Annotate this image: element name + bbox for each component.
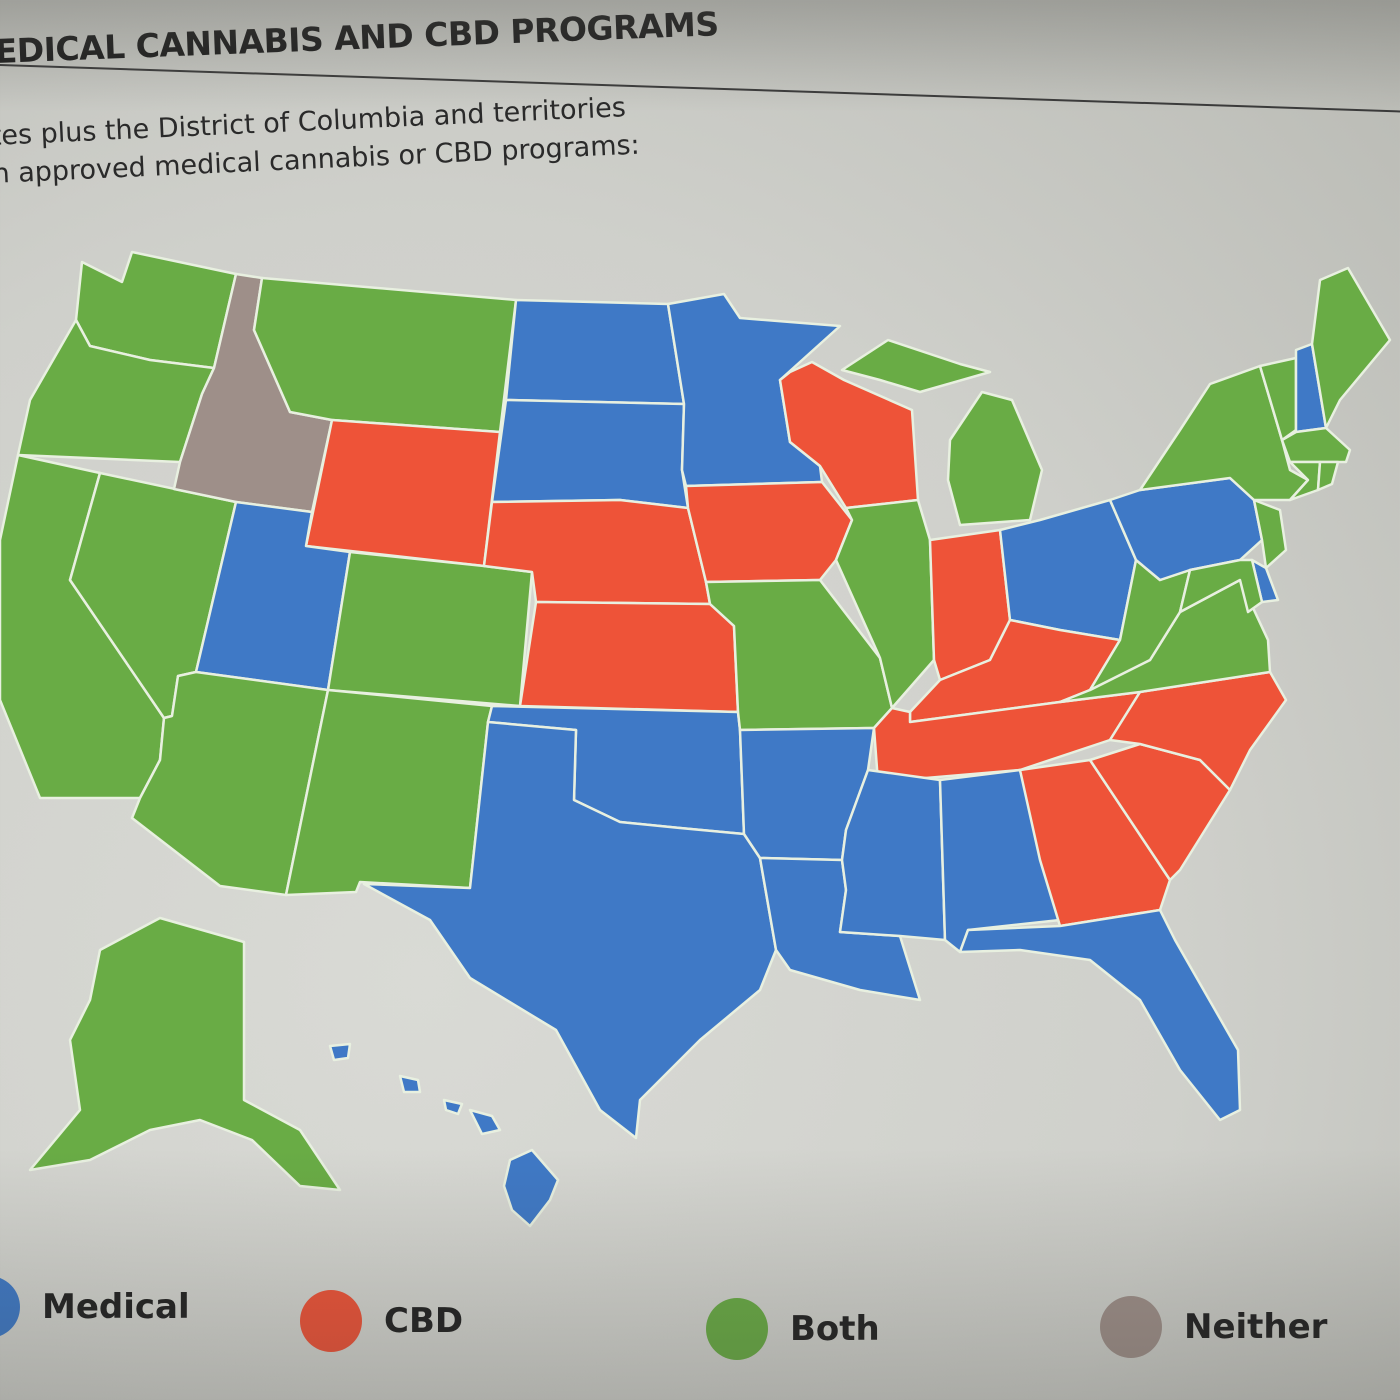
legend-neither-swatch bbox=[1100, 1296, 1162, 1358]
state-massachusetts bbox=[1280, 426, 1352, 464]
state-maryland bbox=[1178, 558, 1264, 614]
state-rhode-island bbox=[1316, 460, 1340, 492]
map-states bbox=[0, 250, 1392, 1228]
legend-cbd-swatch bbox=[300, 1290, 362, 1352]
state-kansas bbox=[518, 600, 740, 714]
state-texas bbox=[362, 720, 778, 1140]
state-montana bbox=[252, 276, 518, 434]
state-north-dakota bbox=[504, 298, 686, 406]
state-maine bbox=[1310, 266, 1392, 430]
legend-both-label: Both bbox=[790, 1309, 880, 1349]
legend-medical-label: Medical bbox=[42, 1287, 190, 1327]
legend-neither-label: Neither bbox=[1184, 1307, 1328, 1347]
state-wyoming bbox=[304, 418, 502, 568]
state-colorado bbox=[326, 550, 534, 708]
legend-cbd-label: CBD bbox=[384, 1301, 464, 1341]
legend-medical: Medical bbox=[0, 1276, 190, 1338]
state-hawaii bbox=[328, 1042, 560, 1228]
state-south-dakota bbox=[490, 398, 690, 510]
legend-cbd: CBD bbox=[300, 1290, 463, 1352]
legend-both-swatch bbox=[706, 1298, 768, 1360]
state-new-york bbox=[1138, 364, 1310, 502]
legend-both: Both bbox=[706, 1298, 880, 1360]
state-new-jersey bbox=[1252, 498, 1288, 570]
state-alaska bbox=[28, 916, 342, 1192]
state-iowa bbox=[684, 480, 854, 584]
legend-neither: Neither bbox=[1100, 1296, 1327, 1358]
state-connecticut bbox=[1288, 460, 1322, 502]
legend-medical-swatch bbox=[0, 1276, 20, 1338]
state-michigan bbox=[840, 338, 1044, 527]
state-florida bbox=[958, 908, 1242, 1122]
